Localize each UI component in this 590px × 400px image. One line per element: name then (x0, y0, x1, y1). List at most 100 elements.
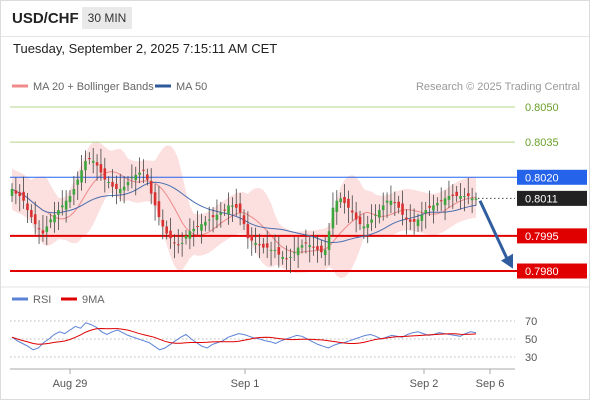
legend-label-ma50: MA 50 (176, 81, 207, 93)
legend-swatch-9ma (61, 297, 77, 301)
candle (95, 162, 99, 166)
candle (223, 209, 226, 211)
candle (424, 210, 428, 214)
candle (107, 181, 110, 183)
candle (250, 235, 254, 241)
candle (99, 164, 103, 173)
candle (64, 200, 68, 210)
candle (153, 192, 157, 206)
candle (242, 215, 246, 225)
candle (122, 186, 126, 191)
candle (111, 181, 114, 187)
candle (292, 252, 296, 254)
candle (211, 215, 215, 218)
candle (227, 205, 230, 215)
candle (316, 246, 319, 250)
candle (381, 205, 385, 211)
symbol-label: USD/CHF (12, 10, 79, 27)
candle (14, 190, 18, 194)
candle (416, 219, 420, 227)
candle (45, 226, 49, 233)
candle (196, 226, 199, 228)
candle (184, 235, 188, 239)
candle (180, 242, 184, 244)
chart-header: USD/CHF 30 MIN (0, 0, 590, 37)
candle (91, 160, 95, 163)
candle (432, 205, 435, 211)
candle (126, 181, 130, 186)
candle (320, 245, 323, 253)
legend-label-ma20: MA 20 + Bollinger Bands (33, 81, 154, 93)
candle (26, 203, 29, 211)
candle (366, 224, 370, 228)
last-price-tag (517, 190, 587, 206)
candle (173, 242, 176, 244)
rsi-level-50: 50 (525, 334, 537, 346)
candle (463, 196, 466, 198)
legend-swatch-ma20 (12, 84, 28, 88)
candle (370, 219, 373, 223)
candle (219, 212, 223, 215)
candle (459, 196, 462, 199)
candle (277, 247, 281, 255)
candle (350, 210, 354, 213)
candle (161, 219, 165, 227)
candle (269, 249, 273, 251)
level-tag-0.7995 (517, 228, 587, 244)
price-tags: 0.8050 0.8035 0.8020 0.8011 0.7995 0.798… (517, 102, 587, 279)
candle (80, 170, 83, 183)
candle (146, 174, 149, 180)
candle (312, 246, 315, 248)
time-label-sep1: Sep 1 (231, 378, 260, 390)
candle (18, 192, 22, 197)
candle (37, 228, 41, 230)
candle (308, 245, 312, 248)
candle (331, 207, 335, 229)
level-tag-0.8020 (517, 169, 587, 185)
candle (339, 198, 342, 203)
chart-datetime: Tuesday, September 2, 2025 7:15:11 AM CE… (13, 41, 278, 56)
candle (130, 177, 134, 179)
candle (207, 219, 211, 221)
rsi-level-70: 70 (525, 316, 537, 328)
candle (273, 249, 277, 251)
candle (451, 194, 455, 197)
candle (149, 181, 153, 194)
candle (41, 230, 45, 234)
level-label-0.7995: 0.7995 (525, 231, 559, 243)
time-label-sep6: Sep 6 (476, 378, 505, 390)
candle (165, 226, 168, 234)
candle (439, 200, 443, 202)
candle (138, 172, 141, 175)
candle (169, 230, 172, 239)
candle (405, 217, 408, 220)
candle (378, 210, 381, 218)
candle (408, 219, 412, 222)
candle (258, 244, 261, 246)
candle (385, 200, 389, 203)
candle (393, 202, 397, 204)
timeframe-button[interactable]: 30 MIN (82, 7, 132, 29)
candle (88, 158, 91, 160)
legend-swatch-rsi (12, 297, 28, 301)
candle (300, 245, 304, 248)
candle (265, 243, 269, 248)
candle (49, 219, 52, 223)
candle (10, 189, 14, 197)
candle (246, 224, 250, 239)
candle (30, 210, 33, 218)
legend-label-9ma: 9MA (82, 294, 105, 306)
forecast-arrow-head (501, 253, 513, 269)
candle (374, 214, 377, 216)
candle (466, 193, 470, 197)
candle (157, 201, 161, 218)
level-tag-0.7980 (517, 263, 587, 279)
candle (68, 196, 72, 203)
candle (470, 198, 474, 201)
legend-swatch-ma50 (155, 84, 171, 88)
candle (84, 160, 87, 171)
candle (176, 244, 180, 246)
candle (231, 205, 234, 207)
credit-text: Research © 2025 Trading Central (416, 81, 580, 93)
